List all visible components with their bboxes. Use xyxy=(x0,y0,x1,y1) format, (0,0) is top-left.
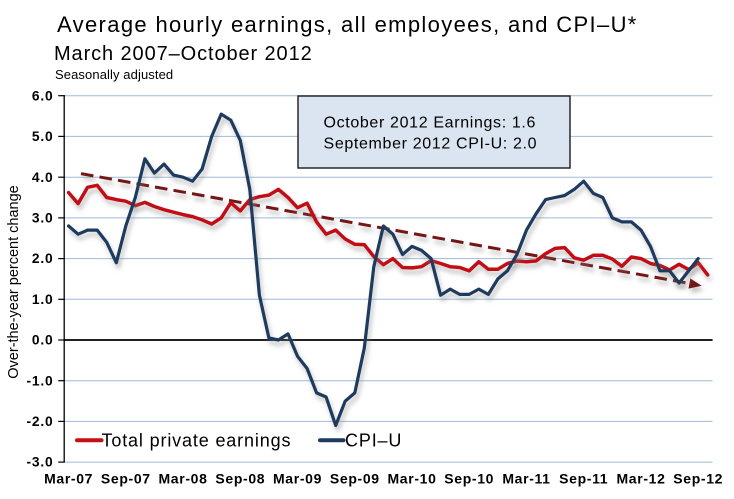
svg-text:Total private earnings: Total private earnings xyxy=(102,431,292,451)
svg-text:Sep-08: Sep-08 xyxy=(215,471,265,487)
svg-text:Mar-07: Mar-07 xyxy=(44,471,93,487)
svg-text:-1.0: -1.0 xyxy=(27,373,54,388)
svg-text:6.0: 6.0 xyxy=(32,88,54,103)
svg-text:-3.0: -3.0 xyxy=(27,455,54,470)
svg-text:0.0: 0.0 xyxy=(32,333,54,348)
svg-text:Mar-10: Mar-10 xyxy=(387,471,436,487)
svg-text:Sep-10: Sep-10 xyxy=(444,471,494,487)
svg-text:Mar-11: Mar-11 xyxy=(502,471,550,487)
svg-text:CPI–U: CPI–U xyxy=(345,431,402,451)
svg-text:-2.0: -2.0 xyxy=(27,414,54,429)
svg-text:1.0: 1.0 xyxy=(32,292,54,307)
svg-text:2.0: 2.0 xyxy=(32,251,54,266)
svg-text:Sep-12: Sep-12 xyxy=(673,471,723,487)
svg-text:Sep-11: Sep-11 xyxy=(559,471,608,487)
svg-text:Mar-08: Mar-08 xyxy=(158,471,207,487)
svg-text:October 2012 Earnings: 1.6: October 2012 Earnings: 1.6 xyxy=(324,115,537,132)
svg-text:Mar-12: Mar-12 xyxy=(616,471,665,487)
svg-text:September 2012 CPI-U: 2.0: September 2012 CPI-U: 2.0 xyxy=(324,136,538,153)
svg-text:3.0: 3.0 xyxy=(32,211,54,226)
svg-text:5.0: 5.0 xyxy=(32,129,54,144)
svg-text:Sep-09: Sep-09 xyxy=(330,471,380,487)
svg-text:Sep-07: Sep-07 xyxy=(101,471,151,487)
svg-text:4.0: 4.0 xyxy=(32,170,54,185)
svg-text:Mar-09: Mar-09 xyxy=(273,471,322,487)
